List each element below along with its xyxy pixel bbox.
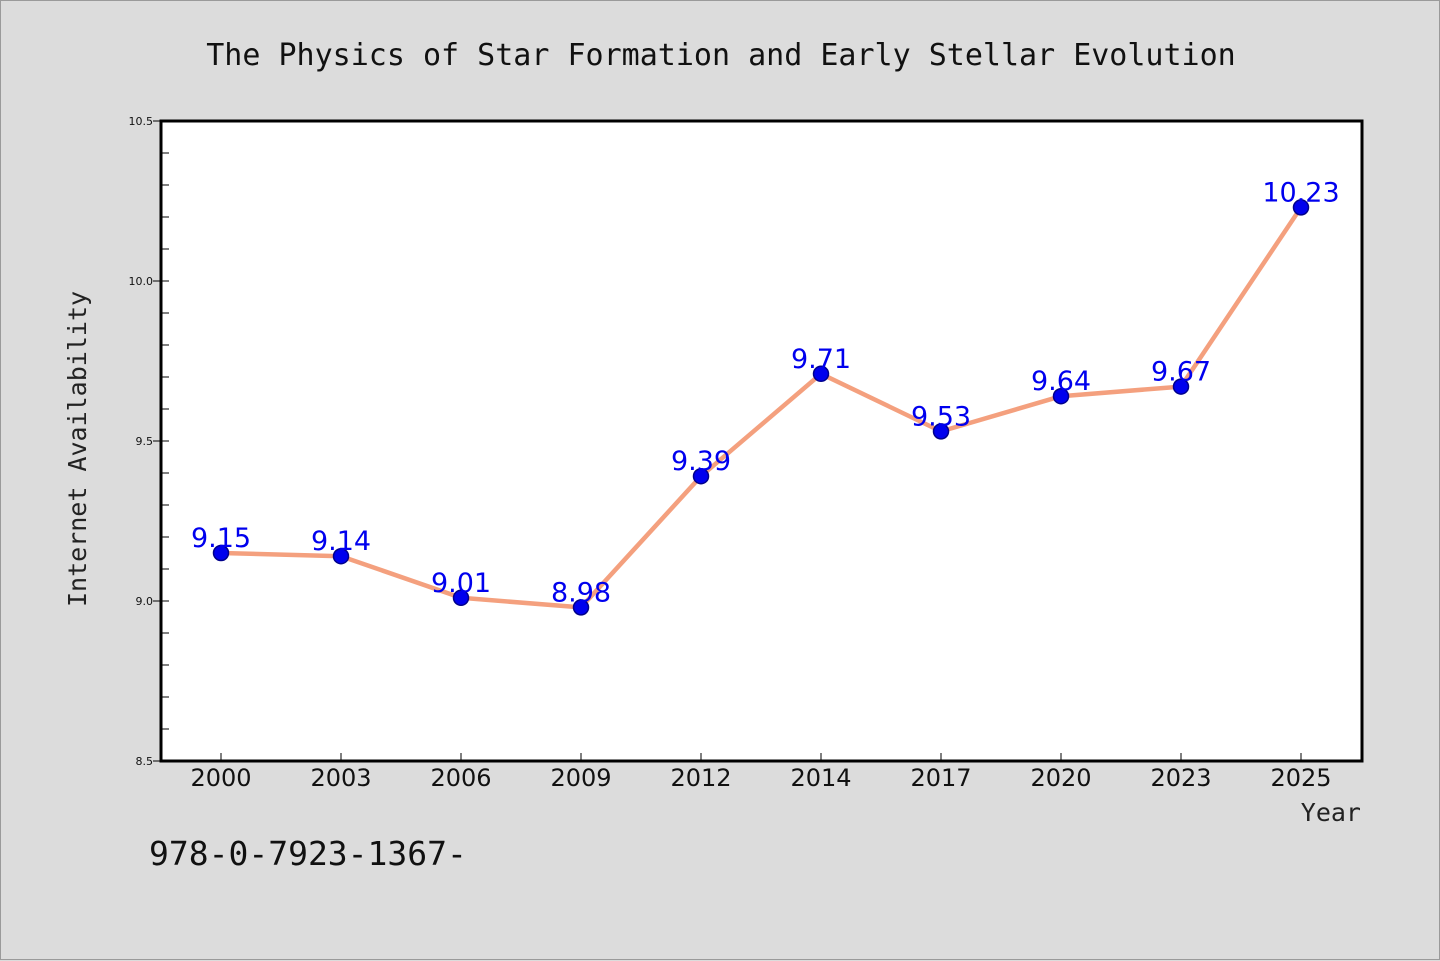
x-tick-label: 2003	[310, 764, 371, 792]
data-point	[212, 544, 230, 562]
data-point	[812, 365, 830, 383]
x-tick-label: 2023	[1150, 764, 1211, 792]
y-axis-label: Internet Availability	[63, 291, 92, 607]
x-tick-label: 2006	[430, 764, 491, 792]
data-point	[572, 599, 590, 616]
data-point	[932, 423, 950, 440]
data-label: 9.39	[671, 446, 731, 477]
data-point	[1292, 199, 1310, 216]
y-tick-label: 10.0	[129, 275, 154, 288]
data-label: 8.98	[551, 577, 611, 608]
y-tick-label: 9.0	[136, 595, 154, 608]
data-point	[1052, 387, 1070, 405]
data-label: 9.15	[191, 523, 251, 554]
data-point	[692, 467, 710, 485]
y-axis: 8.5 9.0 9.5 10.0 10.5	[129, 115, 169, 768]
isbn-text: 978-0-7923-1367-	[149, 834, 467, 873]
data-label: 10.23	[1262, 177, 1339, 208]
plot-area	[161, 121, 1362, 761]
x-tick-label: 2017	[910, 764, 971, 792]
series-group	[220, 206, 1303, 610]
x-axis-label: Year	[1301, 798, 1361, 827]
data-point	[1172, 378, 1190, 395]
y-tick-label: 8.5	[136, 755, 154, 768]
x-tick-label: 2012	[670, 764, 731, 792]
data-label: 9.14	[311, 526, 371, 557]
y-tick-label: 9.5	[136, 435, 154, 448]
x-tick-label: 2020	[1030, 764, 1091, 792]
x-tick-label: 2025	[1270, 764, 1331, 792]
x-tick-label: 2000	[190, 764, 251, 792]
data-label: 9.71	[791, 344, 851, 375]
data-label: 9.67	[1151, 357, 1211, 388]
data-markers	[212, 199, 1310, 616]
plot-frame	[159, 119, 1364, 763]
data-labels: 9.15 9.14 9.01 8.98 9.39 9.71 9.53 9.64 9.67 10.2…	[191, 177, 1340, 608]
x-tick-label: 2014	[790, 764, 851, 792]
x-axis: 2000 2003 2006 2009 2012 2014 2017 2020 2023 2025	[190, 753, 1332, 792]
data-point	[452, 589, 470, 607]
data-point	[332, 547, 350, 565]
y-tick-label: 10.5	[129, 115, 154, 128]
series-line	[220, 206, 1303, 610]
x-tick-label: 2009	[550, 764, 611, 792]
data-label: 9.64	[1031, 366, 1091, 397]
chart-title: The Physics of Star Formation and Early …	[206, 38, 1236, 73]
data-label: 9.01	[431, 568, 491, 599]
data-label: 9.53	[911, 401, 971, 432]
